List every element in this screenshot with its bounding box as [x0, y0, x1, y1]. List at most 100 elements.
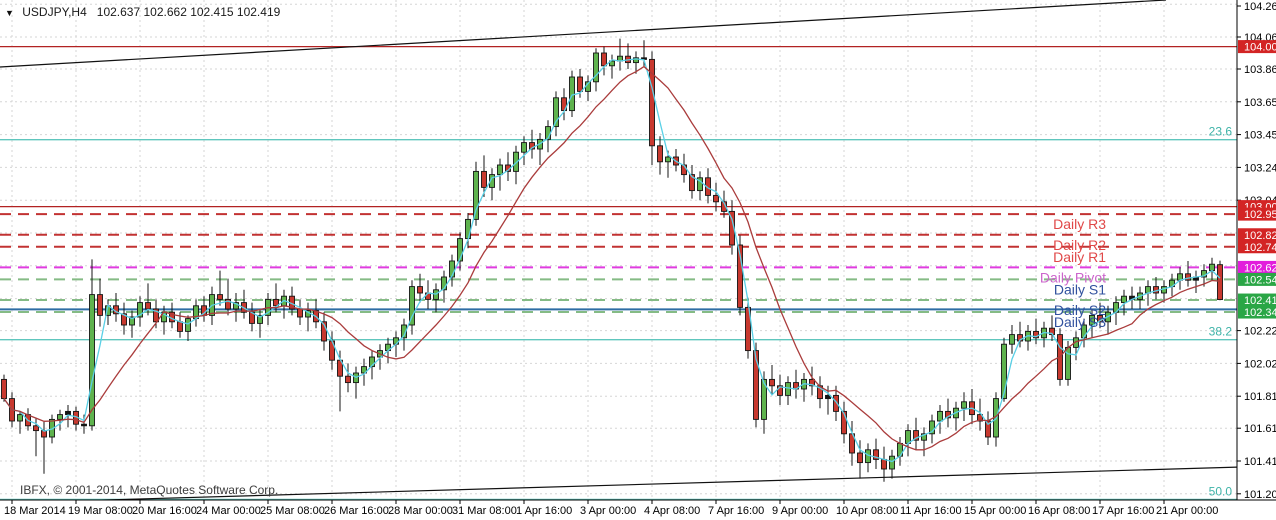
time-axis-label: 10 Apr 08:00 [836, 505, 898, 517]
candle-body [121, 313, 127, 326]
candle-body [977, 414, 983, 422]
candle-body [569, 76, 575, 112]
candle-body [465, 218, 471, 240]
candle-body [745, 306, 751, 352]
level-label-daily-s2: Daily S2 [1054, 302, 1106, 318]
price-axis-label: 101.410 [1244, 456, 1276, 468]
time-axis-label: 1 Apr 16:00 [516, 505, 572, 517]
candle-body [57, 414, 63, 420]
candle-body [713, 194, 719, 203]
price-axis-label: 101.205 [1244, 489, 1276, 501]
candle-body [945, 410, 951, 419]
candle-body [633, 57, 639, 64]
fib-level-label: 38.2 [1209, 325, 1233, 339]
candle-body [777, 385, 783, 396]
price-badge-label: 102.416 [1244, 295, 1276, 307]
candle-body [137, 302, 143, 318]
candle-body [185, 318, 191, 332]
candle-body [657, 145, 663, 163]
candle-body [1121, 295, 1127, 304]
candle-body [497, 164, 503, 176]
time-axis-label: 18 Mar 2014 [4, 505, 66, 517]
price-badge [1238, 305, 1276, 319]
candle-body [1009, 334, 1015, 345]
candle-body [481, 170, 487, 188]
time-axis-label: 20 Mar 16:00 [132, 505, 197, 517]
candle-body [233, 302, 239, 310]
candle-body [257, 314, 263, 324]
candle-body [697, 177, 703, 192]
candle-body [89, 294, 95, 427]
candle-body [1217, 264, 1223, 301]
symbol-marker-icon: ▼ [5, 8, 14, 18]
candle-body [937, 410, 943, 422]
candle-body [129, 316, 135, 326]
candle-body [769, 378, 775, 387]
price-axis-label: 103.450 [1244, 130, 1276, 142]
price-badge-label: 102.341 [1244, 307, 1276, 319]
time-axis-label: 11 Apr 16:00 [900, 505, 962, 517]
candle-body [49, 418, 55, 438]
candle-body [809, 378, 815, 387]
time-axis-label: 31 Mar 08:00 [452, 505, 517, 517]
candle-body [881, 458, 887, 470]
candle-body [513, 151, 519, 172]
time-axis-label: 26 Mar 16:00 [324, 505, 389, 517]
level-label-daily-r2: Daily R2 [1053, 237, 1106, 253]
time-axis-label: 9 Apr 00:00 [772, 505, 828, 517]
candle-body [649, 58, 655, 147]
candle-body [361, 366, 367, 374]
time-axis-label: 15 Apr 00:00 [964, 505, 1026, 517]
time-axis-label: 19 Mar 08:00 [68, 505, 133, 517]
copyright-label: IBFX, © 2001-2014, MetaQuotes Software C… [20, 483, 279, 497]
time-axis-label: 4 Apr 08:00 [644, 505, 700, 517]
candle-body [841, 410, 847, 435]
price-axis-label: 104.265 [1244, 1, 1276, 13]
time-axis-label: 25 Mar 08:00 [260, 505, 325, 517]
price-axis-label: 102.225 [1244, 326, 1276, 338]
candle-body [833, 394, 839, 412]
upper-trendline [0, 0, 1167, 68]
candle-body [1089, 314, 1095, 326]
candle-body [401, 324, 407, 339]
chart-title: ▼ USDJPY,H4 102.637 102.662 102.415 102.… [5, 5, 280, 19]
candle-body [577, 76, 583, 92]
candle-body [529, 142, 535, 150]
symbol-period-label: USDJPY,H4 [22, 5, 87, 19]
candle-body [409, 286, 415, 326]
candle-body [457, 238, 463, 262]
candle-body [601, 52, 607, 67]
price-badge-label: 102.953 [1244, 209, 1276, 221]
candle-body [785, 382, 791, 396]
fib-level-label: 50.0 [1209, 485, 1233, 499]
candle-body [1097, 314, 1103, 323]
time-axis-label: 7 Apr 16:00 [708, 505, 764, 517]
price-badge [1238, 260, 1276, 274]
lower-trendline [0, 465, 1276, 504]
candle-body [961, 401, 967, 409]
candle-body [321, 321, 327, 342]
candle-body [369, 356, 375, 368]
candle-body [913, 430, 919, 441]
price-badge [1238, 40, 1276, 54]
time-axis-label: 3 Apr 00:00 [580, 505, 636, 517]
candle-body [929, 420, 935, 435]
candle-body [441, 276, 447, 291]
candle-body [17, 414, 23, 422]
ma-fast-line [3, 58, 1221, 463]
price-axis-label: 102.020 [1244, 358, 1276, 370]
candle-body [217, 294, 223, 300]
candle-body [489, 174, 495, 188]
candle-body [873, 449, 879, 460]
candle-body [689, 174, 695, 192]
candle-body [761, 378, 767, 420]
time-axis-label: 17 Apr 16:00 [1092, 505, 1154, 517]
level-label-daily-pivot: Daily Pivot [1040, 269, 1106, 285]
price-badge-label: 104.000 [1244, 42, 1276, 54]
candle-body [1073, 337, 1079, 348]
candle-body [1185, 273, 1191, 281]
candle-body [177, 321, 183, 332]
